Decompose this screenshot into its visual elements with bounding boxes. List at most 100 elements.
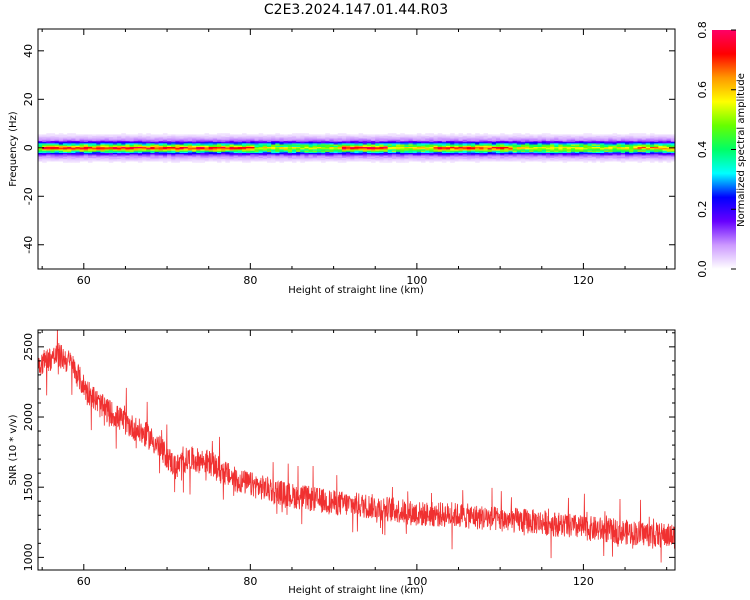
heatmap-cell — [233, 150, 239, 152]
heatmap-cell — [308, 136, 314, 139]
heatmap-cell — [125, 151, 130, 154]
heatmap-cell — [637, 146, 643, 149]
heatmap-cell — [212, 153, 218, 156]
heatmap-cell — [425, 153, 430, 156]
heatmap-cell — [175, 155, 180, 157]
heatmap-cell — [504, 147, 509, 150]
heatmap-cell — [595, 153, 601, 156]
heatmap-cell — [258, 145, 264, 147]
heatmap-cell — [408, 140, 414, 143]
heatmap-cell — [71, 140, 76, 143]
heatmap-cell — [620, 159, 626, 162]
heatmap-cell — [304, 138, 310, 140]
heatmap-cell — [520, 158, 526, 161]
heatmap-cell — [512, 144, 518, 146]
heatmap-cell — [279, 156, 285, 158]
heatmap-cell — [425, 149, 430, 151]
heatmap-cell — [416, 142, 422, 145]
heatmap-cell — [321, 142, 326, 145]
heatmap-cell — [446, 150, 451, 152]
heatmap-cell — [208, 151, 214, 154]
heatmap-cell — [237, 135, 243, 138]
heatmap-cell — [375, 156, 380, 158]
heatmap-cell — [325, 153, 330, 156]
heatmap-cell — [296, 152, 301, 155]
heatmap-cell — [133, 155, 139, 157]
heatmap-cell — [533, 149, 539, 151]
heatmap-cell — [491, 152, 497, 155]
heatmap-cell — [650, 152, 655, 155]
heatmap-cell — [183, 145, 189, 147]
heatmap-cell — [583, 150, 588, 152]
heatmap-cell — [79, 145, 85, 147]
heatmap-cell — [466, 149, 472, 151]
heatmap-cell — [650, 139, 655, 141]
heatmap-cell — [304, 136, 310, 139]
heatmap-cell — [104, 140, 110, 143]
heatmap-cell — [275, 153, 280, 156]
heatmap-cell — [142, 145, 147, 147]
heatmap-cell — [271, 151, 276, 154]
heatmap-cell — [287, 153, 293, 156]
heatmap-cell — [404, 147, 409, 150]
heatmap-cell — [341, 133, 347, 135]
heatmap-cell — [454, 145, 459, 147]
heatmap-cell — [495, 145, 501, 147]
heatmap-cell — [266, 159, 272, 162]
heatmap-cell — [354, 144, 359, 146]
heatmap-cell — [341, 149, 347, 151]
heatmap-cell — [79, 144, 85, 146]
heatmap-cell — [67, 149, 72, 151]
heatmap-cell — [121, 150, 126, 152]
heatmap-cell — [254, 146, 260, 149]
heatmap-cell — [591, 142, 597, 145]
heatmap-cell — [137, 150, 143, 152]
heatmap-cell — [54, 147, 60, 150]
heatmap-cell — [412, 146, 418, 149]
heatmap-cell — [483, 146, 489, 149]
heatmap-cell — [208, 149, 214, 151]
heatmap-cell — [108, 158, 114, 161]
heatmap-cell — [583, 142, 588, 145]
heatmap-cell — [87, 149, 93, 151]
heatmap-cell — [212, 140, 218, 143]
heatmap-cell — [545, 153, 551, 156]
heatmap-cell — [366, 157, 372, 160]
heatmap-cell — [112, 144, 118, 146]
heatmap-cell — [595, 155, 601, 157]
heatmap-cell — [462, 158, 468, 161]
heatmap-cell — [454, 153, 459, 156]
heatmap-cell — [62, 156, 68, 158]
heatmap-cell — [204, 135, 210, 138]
heatmap-cell — [608, 151, 613, 154]
heatmap-cell — [266, 145, 272, 147]
heatmap-cell — [558, 157, 563, 160]
heatmap-cell — [67, 138, 72, 140]
heatmap-cell — [575, 147, 580, 150]
heatmap-cell — [408, 150, 414, 152]
heatmap-cell — [92, 147, 97, 150]
heatmap-cell — [46, 151, 51, 154]
heatmap-cell — [279, 152, 285, 155]
heatmap-cell — [383, 149, 389, 151]
heatmap-cell — [579, 157, 584, 160]
heatmap-cell — [92, 135, 97, 138]
heatmap-cell — [504, 135, 509, 138]
heatmap-cell — [112, 141, 118, 144]
heatmap-cell — [658, 147, 663, 150]
heatmap-cell — [192, 156, 197, 158]
snr-series-line — [38, 330, 675, 563]
heatmap-cell — [321, 140, 326, 143]
heatmap-cell — [96, 139, 101, 141]
snr-y-axis-label: SNR (10 * v/v) — [8, 414, 19, 485]
heatmap-cell — [333, 134, 339, 137]
heatmap-cell — [375, 135, 380, 138]
heatmap-cell — [525, 140, 530, 143]
heatmap-cell — [645, 149, 651, 151]
heatmap-cell — [38, 141, 43, 144]
heatmap-cell — [504, 145, 509, 147]
heatmap-cell — [179, 159, 185, 162]
heatmap-cell — [412, 153, 418, 156]
heatmap-cell — [566, 141, 572, 144]
heatmap-cell — [483, 144, 489, 146]
